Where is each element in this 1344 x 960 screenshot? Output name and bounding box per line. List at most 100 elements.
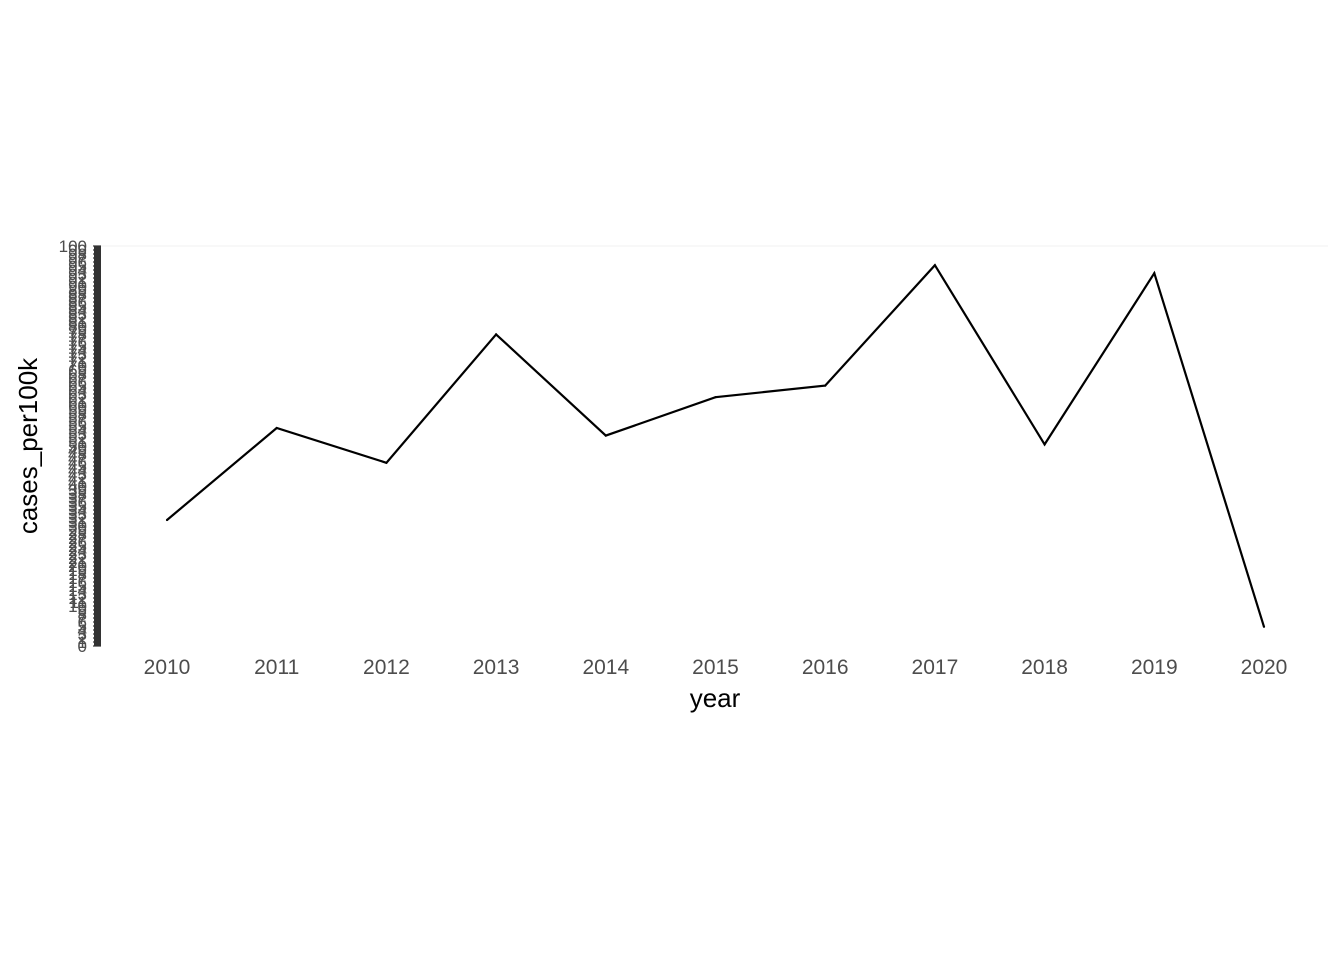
- y-tick-label: 9: [78, 601, 87, 620]
- data-point-2016: [824, 384, 827, 387]
- y-tick-label: 49: [68, 441, 87, 460]
- y-tick-label: 1: [78, 633, 87, 652]
- y-tick-label: 67: [68, 369, 87, 388]
- x-tick-label-2019: 2019: [1131, 656, 1178, 679]
- y-tick-label: 78: [68, 325, 87, 344]
- x-tick-label-2013: 2013: [473, 656, 520, 679]
- y-tick-label: 15: [68, 577, 87, 596]
- y-tick-label: 61: [68, 393, 87, 412]
- x-axis-title: year: [690, 683, 741, 713]
- y-tick-label: 99: [68, 241, 87, 260]
- y-tick-label: 98: [68, 245, 87, 264]
- y-tick-label: 52: [68, 429, 87, 448]
- y-tick-label: 58: [68, 405, 87, 424]
- y-tick-label: 31: [68, 513, 87, 532]
- y-tick-label: 40: [68, 477, 87, 496]
- data-point-2020: [1262, 625, 1266, 628]
- y-tick-label: 37: [68, 489, 87, 508]
- y-tick-label: 87: [68, 289, 87, 308]
- x-tick-label-2011: 2011: [254, 656, 299, 679]
- x-tick-label-2014: 2014: [582, 656, 629, 679]
- y-tick-label: 73: [68, 345, 87, 364]
- y-tick-label: 60: [68, 397, 87, 416]
- y-tick-label: 48: [68, 445, 87, 464]
- y-tick-label: 70: [68, 357, 87, 376]
- y-tick-label: 41: [68, 473, 87, 492]
- data-point-2013: [495, 333, 498, 336]
- x-axis-ticks: 2010 2011 2012 2013 2014 2015 2016 2017 2018 2019…: [144, 656, 1288, 679]
- y-tick-label: 97: [68, 249, 87, 268]
- y-tick-label: 62: [68, 389, 87, 408]
- y-tick-label: 81: [68, 313, 87, 332]
- y-tick-label: 25: [68, 537, 87, 556]
- x-tick-label-2017: 2017: [912, 656, 959, 679]
- y-tick-label: 4: [78, 621, 87, 640]
- y-tick-label: 63: [68, 385, 87, 404]
- y-tick-label: 77: [68, 329, 87, 348]
- y-tick-label: 88: [68, 285, 87, 304]
- data-point-2018: [1043, 443, 1046, 446]
- y-tick-label: 0: [78, 637, 87, 656]
- y-tick-label: 95: [68, 257, 87, 276]
- x-tick-label-2010: 2010: [144, 656, 191, 679]
- data-point-2017: [933, 264, 937, 267]
- y-tick-label: 24: [68, 541, 87, 560]
- y-axis-ticks: 0123456789101112131415161718192021222324…: [59, 237, 101, 656]
- y-tick-label: 46: [68, 453, 87, 472]
- y-tick-label: 50: [68, 437, 87, 456]
- y-tick-label: 93: [68, 265, 87, 284]
- y-tick-label: 92: [68, 269, 87, 288]
- y-tick-label: 16: [68, 573, 87, 592]
- y-tick-label: 18: [68, 565, 87, 584]
- y-tick-label: 89: [68, 281, 87, 300]
- y-tick-label: 85: [68, 297, 87, 316]
- data-point-2011: [275, 426, 278, 430]
- y-tick-label: 91: [68, 273, 87, 292]
- y-tick-label: 29: [68, 521, 87, 540]
- y-tick-label: 56: [68, 413, 87, 432]
- x-tick-label-2015: 2015: [692, 656, 739, 679]
- x-tick-label-2018: 2018: [1021, 656, 1068, 679]
- y-tick-label: 36: [68, 493, 87, 512]
- y-tick-label: 90: [68, 277, 87, 296]
- y-tick-label: 51: [68, 433, 87, 452]
- y-tick-label: 39: [68, 481, 87, 500]
- y-tick-label: 75: [68, 337, 87, 356]
- data-point-2019: [1153, 272, 1156, 275]
- y-tick-label: 21: [68, 553, 87, 572]
- y-tick-label: 74: [68, 341, 87, 360]
- y-tick-label: 82: [68, 309, 87, 328]
- y-tick-label: 47: [68, 449, 87, 468]
- x-tick-label-2016: 2016: [802, 656, 849, 679]
- y-tick-label: 22: [68, 549, 87, 568]
- y-tick-label: 83: [68, 305, 87, 324]
- y-tick-label: 65: [68, 377, 87, 396]
- y-tick-label: 55: [68, 417, 87, 436]
- y-tick-label: 3: [78, 625, 87, 644]
- y-tick-label: 26: [68, 533, 87, 552]
- y-tick-label: 94: [68, 261, 87, 280]
- y-tick-label: 28: [68, 525, 87, 544]
- y-tick-label: 100: [59, 237, 87, 256]
- y-tick-label: 10: [68, 597, 87, 616]
- y-tick-label: 64: [68, 381, 87, 400]
- y-tick-label: 86: [68, 293, 87, 312]
- y-tick-label: 59: [68, 401, 87, 420]
- y-tick-label: 17: [68, 569, 87, 588]
- y-tick-label: 11: [69, 593, 87, 612]
- y-tick-label: 35: [68, 497, 87, 516]
- y-tick-label: 38: [68, 485, 87, 504]
- y-tick-label: 71: [68, 353, 87, 372]
- data-point-2014: [604, 434, 607, 437]
- data-point-2010: [165, 518, 169, 522]
- data-point-2015: [714, 396, 717, 399]
- y-tick-label: 96: [68, 253, 87, 272]
- y-tick-label: 66: [68, 373, 87, 392]
- y-tick-label: 33: [68, 505, 87, 524]
- y-tick-label: 20: [68, 557, 87, 576]
- y-tick-label: 79: [68, 321, 87, 340]
- y-tick-label: 44: [68, 461, 87, 480]
- y-tick-label: 45: [68, 457, 87, 476]
- y-tick-label: 43: [68, 465, 87, 484]
